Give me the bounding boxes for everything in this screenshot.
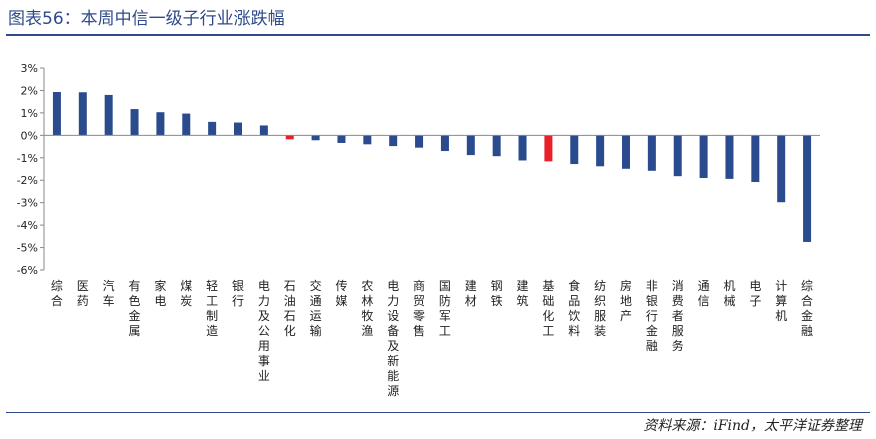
bar [234, 122, 242, 136]
bar [259, 125, 268, 136]
category-label: 建材 [465, 279, 477, 308]
bar [699, 135, 708, 178]
bar [596, 135, 605, 167]
category-label: 机械 [723, 279, 735, 308]
y-axis: 3% 2% 1% 0% -1% -2% -3% -4% -5% -6% [17, 62, 45, 277]
y-tick-label: -3% [17, 197, 38, 210]
bar [570, 135, 579, 165]
bar [544, 135, 553, 162]
bar [492, 135, 501, 157]
category-label: 钢铁 [491, 279, 503, 308]
category-label: 通信 [698, 279, 710, 308]
bar [440, 135, 449, 152]
category-label: 国防军工 [439, 279, 451, 338]
y-tick-label: -5% [17, 242, 38, 255]
bar [803, 135, 812, 242]
bar [363, 135, 372, 145]
bar [311, 135, 320, 141]
bar [52, 92, 61, 136]
bar [156, 112, 165, 136]
bar [104, 94, 113, 136]
bar [673, 135, 682, 177]
y-tick-label: 1% [21, 107, 38, 120]
chart-title: 图表56：本周中信一级子行业涨跌幅 [8, 9, 285, 29]
y-tick-label: -2% [17, 174, 38, 187]
bar [647, 135, 656, 171]
source-note: 资料来源：iFind，太平洋证券整理 [643, 418, 862, 434]
bar [777, 135, 786, 203]
category-label: 电力设备及新能源 [387, 279, 399, 398]
category-label: 轻工制造 [206, 279, 218, 338]
category-label: 传媒 [335, 278, 347, 308]
category-label: 纺织服装 [594, 279, 606, 338]
bar [725, 135, 734, 179]
category-label: 煤炭 [180, 279, 192, 308]
category-label: 计算机 [775, 279, 787, 323]
bar [751, 135, 760, 183]
bar [622, 135, 630, 169]
category-label: 综合金融 [801, 279, 813, 338]
y-tick-label: -1% [17, 152, 38, 165]
category-label: 有色金属 [129, 279, 141, 338]
category-label: 汽车 [103, 278, 115, 308]
category-label: 农林牧渔 [361, 279, 373, 338]
category-label: 建筑 [517, 279, 529, 308]
category-label: 商贸零售 [413, 278, 425, 338]
category-label: 银行 [232, 279, 244, 308]
footer-divider [6, 412, 870, 413]
category-label: 电子 [749, 279, 761, 308]
bar [208, 121, 217, 136]
bar [415, 135, 424, 148]
y-tick-label: -4% [17, 219, 38, 232]
y-tick-label: 3% [21, 62, 38, 75]
bar [130, 109, 139, 136]
bar [285, 135, 294, 140]
category-label: 基础化工 [542, 279, 554, 338]
y-tick-label: 2% [21, 84, 38, 97]
category-label: 消费者服务 [672, 279, 684, 353]
category-label: 家电 [154, 278, 166, 308]
title-divider [6, 34, 870, 36]
bar [466, 135, 475, 156]
bar [78, 92, 87, 136]
category-label: 食品饮料 [568, 278, 580, 338]
y-tick-label: -6% [17, 264, 38, 277]
bar [182, 113, 191, 136]
bar [518, 135, 527, 161]
category-label: 石油石化 [284, 279, 296, 338]
category-label: 综合 [51, 279, 63, 308]
y-tick-label: 0% [21, 129, 38, 142]
bars [52, 92, 812, 242]
category-label: 非银行金融 [646, 279, 658, 353]
category-label: 交通运输 [310, 278, 322, 338]
bar [337, 135, 346, 143]
category-label: 电力及公用事业 [258, 279, 270, 383]
bar [389, 135, 398, 147]
category-label: 房地产 [620, 278, 632, 323]
category-label: 医药 [77, 279, 89, 308]
